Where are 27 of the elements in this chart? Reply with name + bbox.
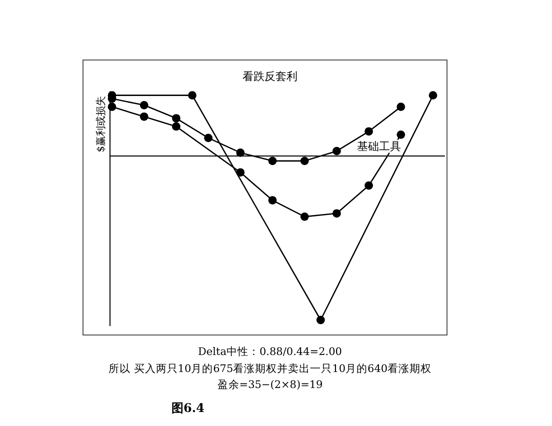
- point: [396, 102, 406, 111]
- point: [268, 156, 277, 166]
- point: [172, 114, 180, 122]
- chart-title: 看跌反套利: [242, 70, 298, 83]
- point: [236, 148, 245, 157]
- point: [204, 134, 212, 142]
- point: [428, 91, 438, 100]
- point: [108, 102, 116, 111]
- y-axis-title: $赢利或损失: [95, 96, 107, 152]
- point: [172, 122, 180, 131]
- point: [316, 316, 325, 324]
- point: [300, 212, 309, 221]
- point: [396, 130, 406, 139]
- point: [188, 91, 196, 100]
- point: [300, 156, 309, 166]
- point: [332, 146, 341, 156]
- caption: 图6.4: [172, 401, 204, 415]
- point: [140, 100, 148, 110]
- text: 盈余=35−(2×8)=19: [217, 379, 323, 391]
- text: Delta中性：0.88/0.44=2.00: [198, 345, 342, 358]
- text: 所以 买入两只10月的675看涨期权并卖出一只10月的640看涨期权: [108, 362, 432, 375]
- point: [364, 127, 373, 136]
- point: [332, 209, 341, 218]
- point: [364, 181, 373, 190]
- point: [140, 112, 148, 121]
- point: [268, 196, 277, 204]
- point: [236, 168, 245, 177]
